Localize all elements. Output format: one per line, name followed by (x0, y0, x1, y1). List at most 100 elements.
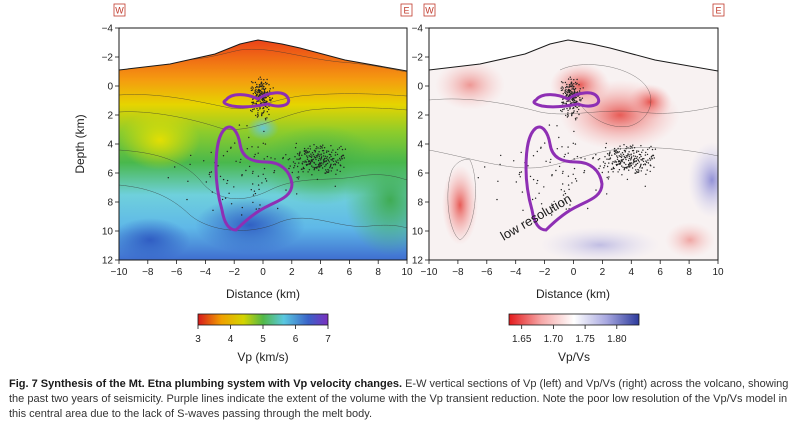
earthquake-dot (549, 161, 551, 163)
y-tick-label: −4 (102, 24, 114, 35)
earthquake-dot (602, 161, 605, 163)
earthquake-dot (617, 171, 619, 173)
vp-field (119, 28, 407, 260)
earthquake-dot (629, 145, 632, 147)
earthquake-dot (319, 166, 321, 168)
earthquake-dot (287, 159, 289, 161)
earthquake-dot (630, 162, 633, 164)
earthquake-dot (562, 93, 564, 95)
earthquake-dot (484, 166, 486, 168)
earthquake-dot (263, 130, 265, 133)
earthquake-dot (269, 88, 271, 90)
earthquake-dot (259, 89, 262, 92)
earthquake-dot (551, 175, 553, 177)
earthquake-dot (615, 149, 617, 151)
earthquake-dot (564, 89, 566, 92)
earthquake-dot (210, 171, 213, 173)
earthquake-dot (316, 178, 319, 181)
earthquake-dot (250, 189, 252, 191)
earthquake-dot (606, 193, 608, 195)
earthquake-dot (548, 124, 551, 126)
earthquake-dot (598, 158, 601, 160)
earthquake-dot (573, 158, 575, 160)
earthquake-dot (551, 206, 553, 209)
earthquake-dot (616, 152, 618, 154)
earthquake-dot (292, 161, 295, 163)
earthquake-dot (639, 167, 641, 169)
earthquake-dot (321, 167, 324, 169)
earthquake-dot (618, 169, 621, 171)
earthquake-dot (621, 155, 623, 157)
earthquake-dot (324, 155, 327, 157)
earthquake-dot (619, 148, 622, 150)
earthquake-dot (561, 172, 564, 174)
x-tick-label: −6 (171, 267, 183, 278)
earthquake-dot (545, 160, 547, 162)
earthquake-dot (574, 91, 576, 94)
earthquake-dot (621, 165, 623, 167)
y-tick-label: 2 (107, 111, 113, 122)
earthquake-dot (576, 111, 578, 113)
earthquake-dot (579, 88, 581, 90)
earthquake-dot (260, 85, 263, 87)
earthquake-dot (262, 87, 264, 89)
earthquake-dot (623, 144, 625, 146)
earthquake-dot (634, 155, 637, 157)
earthquake-dot (296, 165, 299, 168)
colorbar-tick-label: 1.70 (544, 334, 564, 345)
earthquake-dot (622, 166, 624, 168)
earthquake-dot (293, 165, 296, 167)
earthquake-dot (604, 162, 606, 165)
earthquake-dot (264, 178, 267, 180)
earthquake-dot (209, 176, 211, 178)
earthquake-dot (211, 191, 214, 193)
earthquake-dot (260, 92, 262, 95)
earthquake-dot (311, 165, 313, 167)
vpvs-axis-ticks: −10 −8 −6 −4 −2 0 2 4 6 8 10 −4 −2 0 2 4 6 8 10 12 (412, 24, 724, 279)
earthquake-dot (263, 88, 266, 91)
earthquake-dot (653, 157, 655, 159)
earthquake-dot (635, 160, 637, 162)
x-tick-label: 0 (260, 267, 266, 278)
earthquake-dot (627, 166, 630, 168)
earthquake-dot (573, 88, 576, 91)
earthquake-dot (253, 190, 256, 192)
earthquake-dot (325, 157, 328, 159)
earthquake-dot (611, 154, 613, 156)
earthquake-dot (636, 170, 638, 173)
earthquake-dot (653, 166, 655, 168)
earthquake-dot (258, 91, 261, 93)
earthquake-dot (261, 113, 263, 116)
earthquake-dot (260, 83, 262, 85)
x-tick-label: −4 (200, 267, 212, 278)
earthquake-dot (640, 164, 642, 166)
earthquake-dot (500, 154, 502, 157)
earthquake-dot (339, 170, 341, 173)
earthquake-dot (255, 208, 257, 210)
earthquake-dot (572, 142, 574, 144)
earthquake-dot (255, 102, 257, 105)
earthquake-dot (570, 81, 573, 83)
earthquake-dot (268, 113, 270, 116)
earthquake-dot (550, 158, 552, 161)
earthquake-dot (270, 98, 272, 101)
earthquake-dot (257, 113, 259, 116)
earthquake-dot (226, 182, 228, 185)
earthquake-dot (624, 157, 626, 159)
earthquake-dot (252, 82, 254, 84)
earthquake-dot (312, 153, 315, 156)
earthquake-dot (303, 150, 305, 152)
earthquake-dot (187, 180, 189, 182)
vpvs-colorbar: 1.65 1.70 1.75 1.80 Vp/Vs (508, 313, 640, 364)
y-tick-label: 12 (102, 256, 114, 267)
earthquake-dot (571, 113, 573, 116)
earthquake-dot (580, 98, 582, 101)
earthquake-dot (298, 153, 300, 155)
vp-west-label-text: W (115, 6, 124, 16)
earthquake-dot (622, 153, 625, 156)
earthquake-dot (268, 84, 270, 86)
earthquake-dot (561, 146, 563, 148)
earthquake-dot (322, 163, 324, 165)
earthquake-dot (578, 113, 580, 116)
earthquake-dot (307, 171, 309, 173)
